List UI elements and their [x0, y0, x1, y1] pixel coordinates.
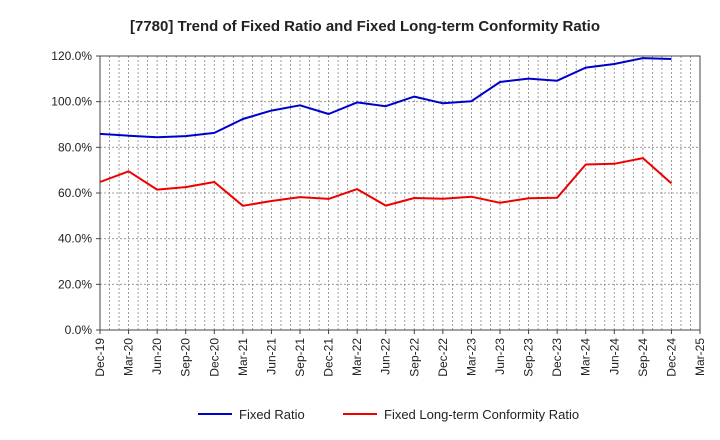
x-tick-label: Mar-23 — [464, 338, 478, 376]
x-tick-label: Jun-20 — [150, 338, 164, 375]
x-tick-label: Mar-24 — [579, 338, 593, 376]
y-axis: 0.0% 20.0% 40.0% 60.0% 80.0% 100.0% 120.0% — [51, 49, 100, 337]
x-tick-label: Dec-21 — [322, 338, 336, 377]
y-tick-label: 0.0% — [65, 323, 93, 337]
grid-lines — [100, 56, 700, 330]
y-tick-label: 20.0% — [58, 277, 92, 291]
y-tick-label: 100.0% — [51, 95, 92, 109]
x-tick-label: Mar-22 — [350, 338, 364, 376]
x-tick-label: Dec-19 — [93, 338, 107, 377]
x-tick-label: Sep-20 — [179, 338, 193, 377]
x-tick-label: Jun-21 — [264, 338, 278, 375]
x-tick-label: Jun-24 — [607, 338, 621, 375]
x-tick-label: Jun-23 — [493, 338, 507, 375]
x-tick-label: Sep-22 — [407, 338, 421, 377]
x-tick-label: Mar-25 — [693, 338, 707, 376]
y-tick-label: 80.0% — [58, 140, 92, 154]
legend: Fixed Ratio Fixed Long-term Conformity Ra… — [198, 407, 579, 422]
x-tick-label: Sep-23 — [522, 338, 536, 377]
y-tick-label: 120.0% — [51, 49, 92, 63]
y-tick-label: 40.0% — [58, 232, 92, 246]
x-tick-label: Mar-21 — [236, 338, 250, 376]
legend-label: Fixed Long-term Conformity Ratio — [384, 407, 579, 422]
x-tick-label: Dec-24 — [664, 338, 678, 377]
x-tick-label: Dec-23 — [550, 338, 564, 377]
x-tick-label: Jun-22 — [379, 338, 393, 375]
x-tick-label: Sep-24 — [636, 338, 650, 377]
legend-label: Fixed Ratio — [239, 407, 305, 422]
series-lines — [99, 57, 673, 207]
chart-title: [7780] Trend of Fixed Ratio and Fixed Lo… — [130, 18, 600, 35]
x-tick-label: Dec-22 — [436, 338, 450, 377]
y-tick-label: 60.0% — [58, 186, 92, 200]
series-line — [99, 57, 672, 139]
x-axis: Dec-19 Mar-20 Jun-20 Sep-20 Dec-20 Mar-21 Jun-… — [93, 330, 707, 377]
series-line — [99, 157, 673, 207]
x-tick-label: Mar-20 — [122, 338, 136, 376]
x-tick-label: Sep-21 — [293, 338, 307, 377]
x-tick-label: Dec-20 — [207, 338, 221, 377]
